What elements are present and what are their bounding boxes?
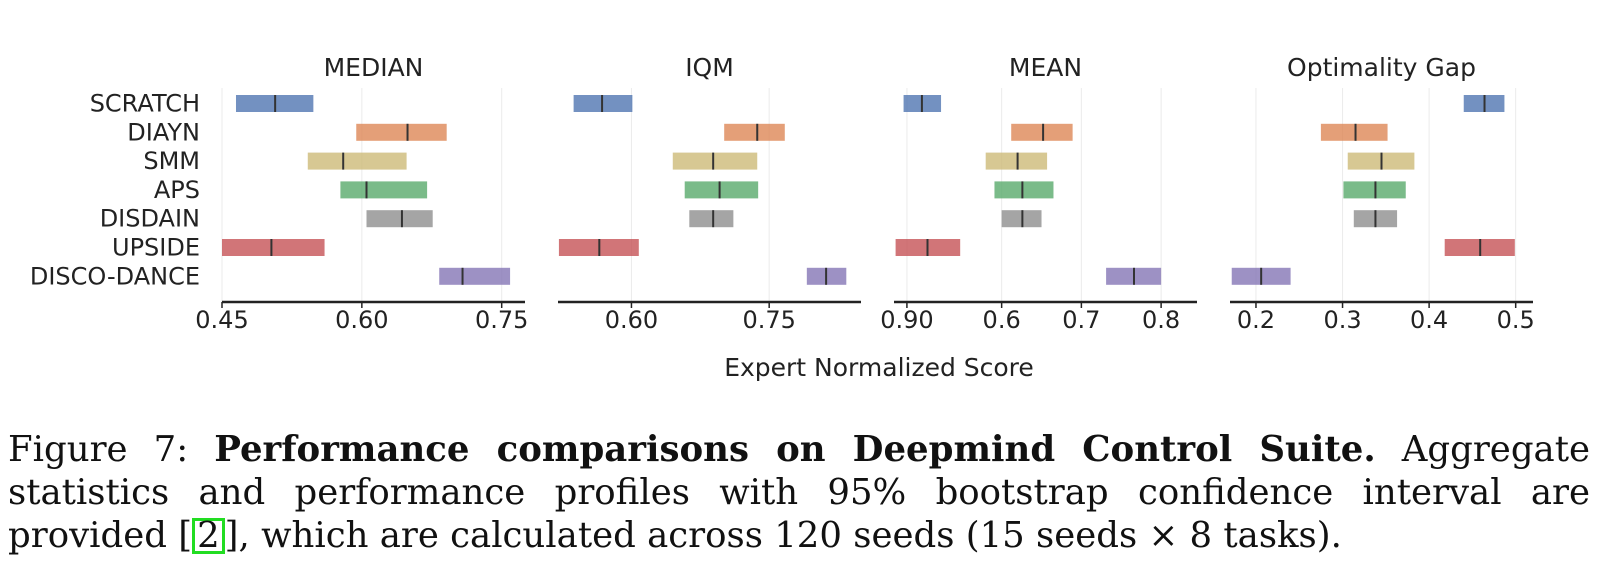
x-tick-label: 0.90 [880, 306, 933, 334]
interval-bar-aps [994, 181, 1054, 199]
interval-bar-diayn [1320, 123, 1388, 141]
aggregate-metrics-figure: MEDIAN 0.45 0.60 0.75 IQM 0.60 0.75 0.90 MEAN 0.6… [30, 53, 1535, 382]
caption-text: Aggregate statistics and performance pro… [8, 429, 1590, 556]
citation-link[interactable]: 2 [192, 518, 225, 554]
x-tick-label: 0.4 [1410, 306, 1448, 334]
panel-title: IQM [685, 53, 734, 82]
caption-text-end: ], which are calculated across 120 seeds… [224, 515, 1342, 556]
interval-bar-disdain [689, 210, 734, 228]
x-tick-label: 0.2 [1237, 306, 1275, 334]
panel-title: Optimality Gap [1287, 53, 1476, 82]
x-tick-label: 0.75 [742, 306, 795, 334]
x-tick-label: 0.7 [1062, 306, 1100, 334]
x-tick-label: 0.3 [1323, 306, 1361, 334]
caption-label: Figure 7: [8, 429, 189, 470]
metric-panels: MEDIAN 0.45 0.60 0.75 IQM 0.60 0.75 0.90 MEAN 0.6… [195, 53, 1534, 334]
panel-iqm: IQM 0.60 0.75 0.90 [558, 53, 934, 334]
interval-bar-upside [222, 239, 325, 256]
interval-bar-diayn [724, 123, 785, 141]
x-tick-label: 0.5 [1497, 306, 1535, 334]
interval-bar-aps [684, 181, 759, 199]
interval-bar-aps [340, 181, 428, 199]
method-labels: SCRATCHDIAYNSMMAPSDISDAINUPSIDEDISCO-DAN… [30, 90, 200, 291]
panel-title: MEAN [1009, 53, 1082, 82]
x-axis-label: Expert Normalized Score [724, 353, 1034, 382]
interval-bar-disco-dance [439, 267, 511, 285]
panel-median: MEDIAN 0.45 0.60 0.75 [195, 53, 528, 334]
x-tick-label: 0.60 [605, 306, 658, 334]
method-label: SCRATCH [90, 90, 200, 118]
x-tick-label: 0.45 [195, 306, 248, 334]
method-label: DIAYN [127, 118, 200, 146]
interval-bar-diayn [1011, 123, 1073, 141]
method-label: DISCO-DANCE [30, 262, 200, 290]
method-label: DISDAIN [100, 205, 200, 233]
panel-optimality-gap: Optimality Gap 0.2 0.3 0.4 0.5 [1230, 53, 1535, 334]
panel-title: MEDIAN [324, 53, 424, 82]
interval-bar-smm [672, 152, 758, 170]
x-tick-label: 0.75 [475, 306, 528, 334]
figure-caption: Figure 7: Performance comparisons on Dee… [8, 428, 1590, 557]
method-label: SMM [143, 147, 200, 175]
panel-mean: MEAN 0.6 0.7 0.8 [894, 53, 1197, 334]
x-tick-label: 0.6 [983, 306, 1021, 334]
interval-bar-smm [985, 152, 1048, 170]
method-label: APS [154, 176, 200, 204]
interval-bar-smm [307, 152, 407, 170]
x-tick-label: 0.8 [1142, 306, 1180, 334]
method-label: UPSIDE [112, 234, 200, 262]
caption-title: Performance comparisons on Deepmind Cont… [214, 429, 1376, 470]
interval-bar-diayn [356, 123, 447, 141]
interval-bar-disdain [366, 210, 433, 228]
x-tick-label: 0.60 [335, 306, 388, 334]
